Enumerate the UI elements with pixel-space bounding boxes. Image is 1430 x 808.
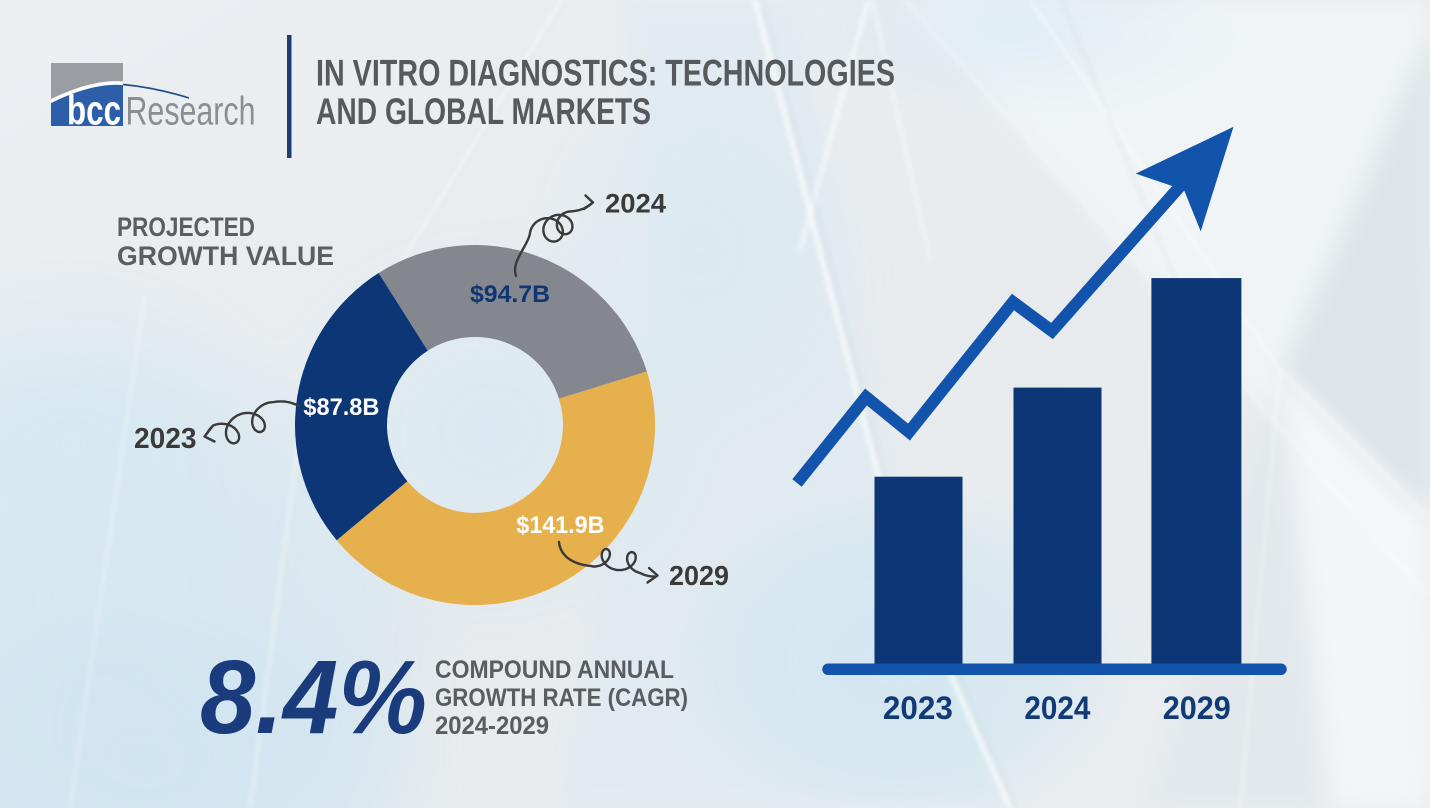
svg-text:2024-2029: 2024-2029 <box>435 712 549 740</box>
svg-text:2024: 2024 <box>1024 690 1090 726</box>
svg-text:AND GLOBAL MARKETS: AND GLOBAL MARKETS <box>316 91 651 132</box>
svg-text:Research: Research <box>126 90 256 134</box>
svg-text:GROWTH RATE (CAGR): GROWTH RATE (CAGR) <box>435 684 688 712</box>
svg-text:2023: 2023 <box>883 690 953 726</box>
svg-text:2029: 2029 <box>1163 690 1231 726</box>
svg-text:$141.9B: $141.9B <box>516 512 604 539</box>
svg-text:PROJECTED: PROJECTED <box>117 212 255 242</box>
svg-text:2024: 2024 <box>605 189 666 219</box>
svg-text:COMPOUND ANNUAL: COMPOUND ANNUAL <box>435 656 674 684</box>
svg-text:IN VITRO DIAGNOSTICS: TECHNOLO: IN VITRO DIAGNOSTICS: TECHNOLOGIES <box>316 53 895 94</box>
svg-text:2023: 2023 <box>134 423 197 455</box>
svg-text:2029: 2029 <box>669 560 729 591</box>
svg-text:bcc: bcc <box>67 87 121 134</box>
svg-text:GROWTH VALUE: GROWTH VALUE <box>117 241 334 271</box>
svg-text:$94.7B: $94.7B <box>470 281 550 308</box>
svg-text:$87.8B: $87.8B <box>303 394 379 421</box>
svg-text:8.4%: 8.4% <box>200 639 427 756</box>
